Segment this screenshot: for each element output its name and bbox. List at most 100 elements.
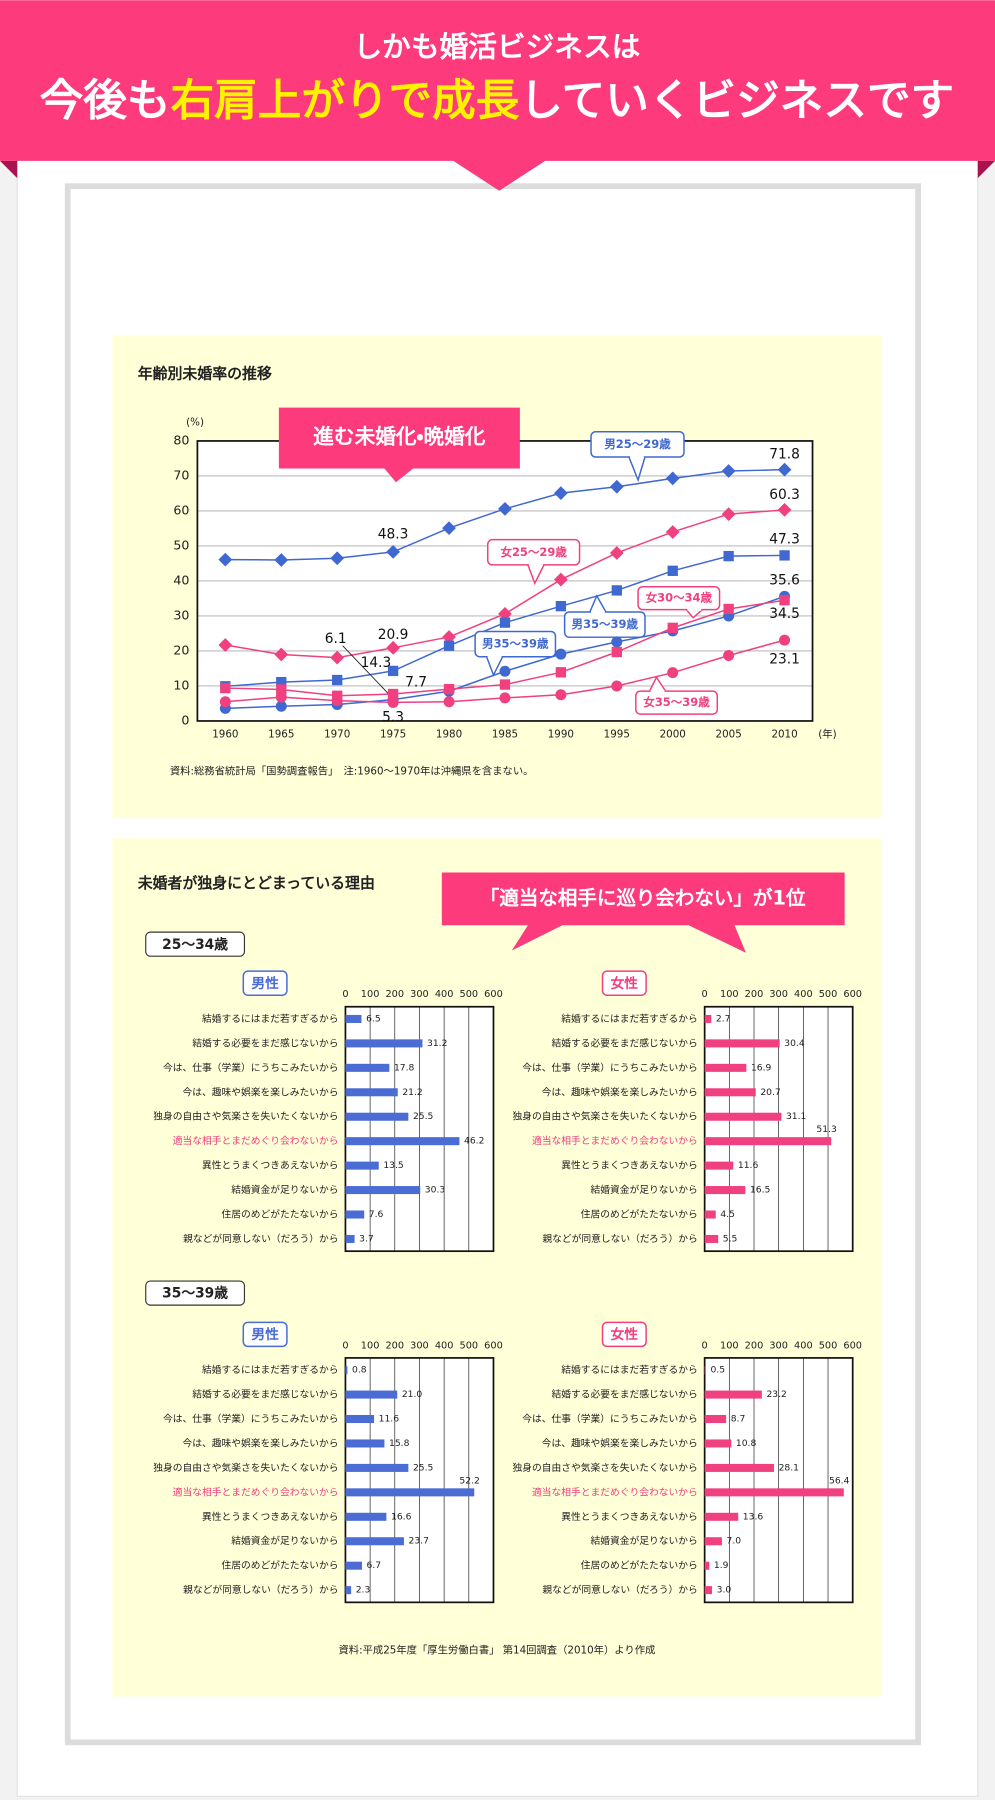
marker [723,550,734,562]
marker [665,471,680,486]
data-label: 16.6 [391,1511,412,1522]
x-tick-label: 600 [843,1340,862,1351]
x-tick-label: 600 [484,1340,503,1351]
x-tick-label: 1975 [380,729,406,741]
marker [275,700,287,712]
y-tick-label: 親などが同意しない（だろう）から [183,1583,338,1596]
data-label: 5.3 [382,709,404,725]
y-tick-label: 40 [173,572,189,587]
data-label: 13.5 [383,1160,404,1171]
x-tick-label: 2005 [716,729,742,741]
source: 資料:総務省統計局「国勢調査報告」 注:1960～1970年は沖縄県を含まない。 [170,764,534,777]
y-tick-label: 今は、仕事（学業）にうちこみたいから [163,1412,339,1425]
legend-label: 男35～39歳 [482,637,549,651]
data-label: 56.4 [829,1475,850,1486]
data-label: 30.3 [425,1185,446,1196]
bar [345,1039,423,1048]
data-label: 23.1 [769,652,800,668]
y-tick-label: 60 [173,502,189,517]
bar [704,1210,716,1219]
x-tick-label: 1965 [268,729,294,741]
y-tick-label: 今は、趣味や娯楽を楽しみたいから [542,1085,698,1098]
x-tick-label: 100 [720,989,739,1000]
y-tick-label: 結婚するにはまだ若すぎるから [561,1363,698,1376]
subtitle-box [601,970,647,996]
y-tick-label: 結婚資金が足りないから [231,1183,338,1196]
marker [555,689,567,701]
legend-pointer [589,594,607,613]
bar [345,1366,348,1375]
charts: 0 10 20 30 40 50 60 70 80 1960 1965 1970 1975 1980 198… [153,431,862,1604]
x-tick-label: 200 [745,989,764,1000]
subtitle: 男性 [251,975,279,992]
marker [723,650,735,662]
data-label: 7.0 [727,1536,742,1547]
group-box [145,931,246,957]
data-label: 52.2 [459,1475,479,1486]
bar [704,1137,832,1146]
x-tick-label: 1985 [492,729,518,741]
plot-frame [703,1357,854,1604]
bar [345,1210,365,1219]
y-tick-label: 適当な相手とまだめぐり会わないから [532,1134,698,1147]
marker [275,691,287,703]
data-label: 20.9 [378,627,409,643]
y-tick-label: 異性とうまくつきあえないから [561,1159,698,1172]
data-label: 5.5 [723,1233,738,1244]
y-tick-label: 適当な相手とまだめぐり会わないから [173,1134,339,1147]
y-tick-label: 異性とうまくつきあえないから [561,1510,698,1523]
group-label: 35～39歳 [162,1285,228,1302]
marker [499,665,511,677]
header-line2: 今後も右肩上がりで成長していくビジネスです [40,77,955,127]
marker [442,630,456,644]
callout-box [441,872,845,953]
x-tick-label: 400 [794,1340,813,1351]
marker [443,696,455,708]
data-label: 3.7 [359,1233,374,1244]
marker [777,503,792,517]
data-label: 17.8 [394,1062,415,1073]
legend-box [635,690,719,715]
bar [704,1561,710,1570]
marker [330,551,345,566]
marker [443,640,455,651]
bar [345,1234,355,1243]
bar [704,1063,747,1072]
data-label: 23.2 [766,1389,786,1400]
x-tick-label: 200 [385,1340,404,1351]
bar [704,1366,706,1375]
header-text: 今後も [40,77,171,127]
data-label: 1.9 [714,1560,729,1571]
marker [609,479,624,494]
data-label: 15.8 [389,1438,410,1449]
x-tick-label: 0 [702,989,708,1000]
y-tick-label: 異性とうまくつきあえないから [202,1510,339,1523]
x-tick-label: 500 [819,1340,838,1351]
y-tick-label: 結婚するにはまだ若すぎるから [202,1012,339,1025]
data-label: 25.5 [413,1111,434,1122]
fold-left [0,160,18,179]
callout-text: 進む未婚化・晩婚化 [313,425,486,449]
y-tick-label: 今は、趣味や娯楽を楽しみたいから [183,1085,339,1098]
marker [555,648,567,660]
marker [611,646,622,658]
data-label: 0.8 [352,1365,367,1376]
marker [330,650,345,665]
x-tick-label: 1995 [604,729,630,741]
y-tick-label: 50 [173,537,189,552]
data-label: 4.5 [720,1209,735,1220]
data-label: 6.7 [367,1560,382,1571]
subtitle-box [242,970,288,996]
data-label: 25.5 [413,1462,434,1473]
marker [779,634,791,646]
y-tick-label: 独身の自由さや気楽さを失いたくないから [513,1110,698,1123]
data-label: 23.7 [409,1536,430,1547]
bar [704,1488,844,1497]
data-label: 11.6 [738,1160,759,1171]
marker [721,507,736,521]
x-tick-label: 200 [745,1340,764,1351]
data-label: 0.5 [710,1365,725,1376]
marker [611,636,623,648]
y-tick-label: 今は、仕事（学業）にうちこみたいから [163,1061,339,1074]
data-label: 60.3 [769,487,800,503]
